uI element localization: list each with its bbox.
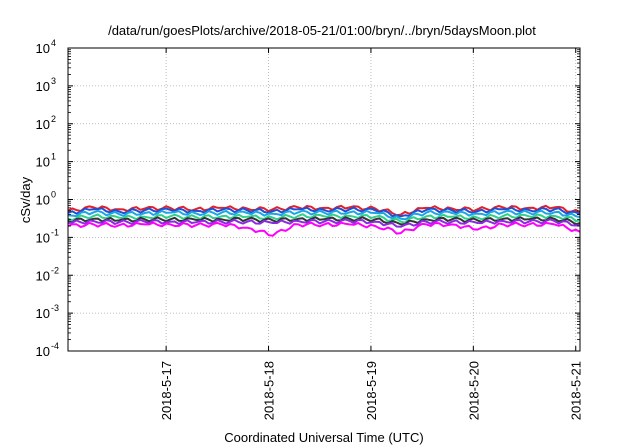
y-tick-exponent: -4 [51, 341, 59, 351]
y-tick-exponent: 0 [51, 190, 56, 200]
y-tick-label: 10 [36, 344, 50, 359]
y-tick-label: 10 [36, 306, 50, 321]
y-tick-exponent: -3 [51, 303, 59, 313]
y-tick-label: 10 [36, 41, 50, 56]
y-tick-label: 10 [36, 268, 50, 283]
x-tick-label: 2018-5-17 [159, 361, 174, 420]
x-tick-label: 2018-5-20 [466, 361, 481, 420]
y-tick-label: 10 [36, 230, 50, 245]
chart-title: /data/run/goesPlots/archive/2018-05-21/0… [108, 23, 536, 38]
y-tick-label: 10 [36, 117, 50, 132]
y-tick-label: 10 [36, 79, 50, 94]
y-tick-exponent: 2 [51, 114, 56, 124]
y-tick-label: 10 [36, 193, 50, 208]
x-tick-label: 2018-5-19 [364, 361, 379, 420]
x-axis: 2018-5-17 2018-5-18 2018-5-19 2018-5-20 2018… [159, 48, 584, 420]
x-tick-label: 2018-5-18 [262, 361, 277, 420]
x-tick-label: 2018-5-21 [569, 361, 584, 420]
series-line [67, 206, 581, 218]
y-tick-exponent: -2 [51, 265, 59, 275]
series-line [67, 209, 581, 221]
grid [68, 48, 580, 351]
x-axis-label: Coordinated Universal Time (UTC) [224, 430, 423, 445]
y-tick-exponent: 3 [51, 76, 56, 86]
y-tick-exponent: -1 [51, 227, 59, 237]
series-line [67, 218, 581, 228]
y-tick-label: 10 [36, 155, 50, 170]
y-tick-exponent: 1 [51, 152, 56, 162]
series-layer [67, 204, 581, 237]
y-tick-exponent: 4 [51, 38, 56, 48]
y-axis-label: cSv/day [18, 176, 33, 223]
series-line [67, 221, 581, 237]
